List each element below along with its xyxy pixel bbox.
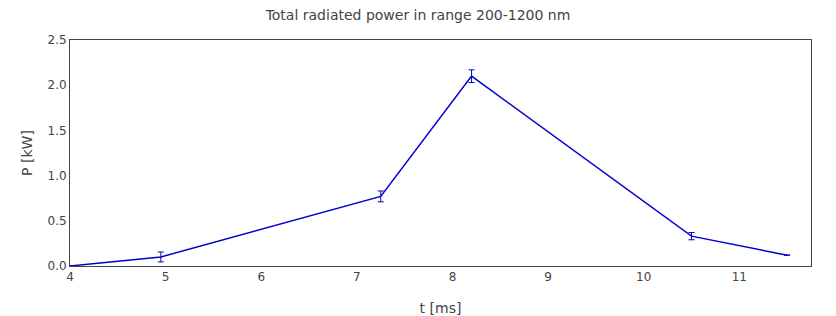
svg-text:4: 4 [66, 270, 74, 284]
svg-text:10: 10 [636, 270, 651, 284]
svg-text:1.5: 1.5 [48, 124, 67, 138]
svg-text:1.0: 1.0 [48, 169, 67, 183]
svg-text:P [kW]: P [kW] [19, 130, 35, 176]
svg-text:0.0: 0.0 [48, 259, 67, 273]
svg-text:9: 9 [544, 270, 552, 284]
svg-text:2.5: 2.5 [48, 33, 67, 47]
svg-text:11: 11 [732, 270, 747, 284]
svg-text:5: 5 [162, 270, 170, 284]
svg-text:Total radiated power in range: Total radiated power in range 200-1200 n… [265, 7, 571, 23]
svg-text:6: 6 [257, 270, 265, 284]
svg-text:2.0: 2.0 [48, 78, 67, 92]
svg-text:t [ms]: t [ms] [420, 300, 462, 316]
svg-text:7: 7 [353, 270, 361, 284]
svg-text:0.5: 0.5 [48, 214, 67, 228]
svg-text:8: 8 [449, 270, 457, 284]
